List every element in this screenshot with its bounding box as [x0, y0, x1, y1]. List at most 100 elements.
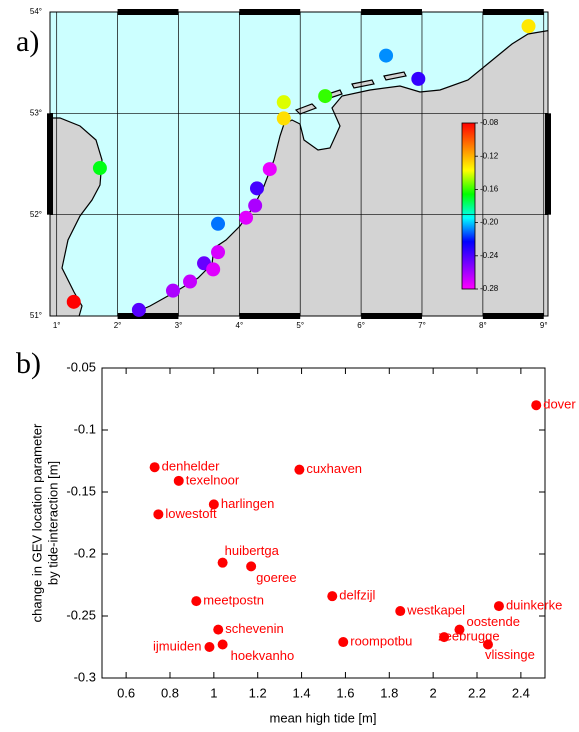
point-label: oostende	[466, 614, 520, 629]
land	[50, 30, 548, 316]
point-label: westkapel	[406, 602, 465, 617]
x-tick-label: 1°	[53, 321, 61, 330]
station-point	[318, 89, 333, 104]
colorbar-tick-label: -0.12	[480, 151, 499, 160]
point	[327, 591, 338, 602]
colorbar-tick-label: -0.20	[480, 218, 499, 227]
frame-stripe	[239, 313, 301, 319]
x-tick-label: 1.8	[380, 685, 398, 700]
point	[493, 601, 504, 612]
frame-stripe	[545, 113, 551, 215]
y-tick-label: -0.15	[66, 483, 96, 498]
point-label: goeree	[256, 570, 296, 585]
x-tick-label: 1.6	[336, 685, 354, 700]
point-label: cuxhaven	[306, 461, 362, 476]
panel-label: a)	[16, 25, 39, 58]
x-tick-label: 2.2	[468, 685, 486, 700]
point-label: harlingen	[221, 496, 275, 511]
frame-stripe	[482, 313, 544, 319]
y-tick-label: -0.25	[66, 607, 96, 622]
point-label: roompotbu	[350, 633, 412, 648]
station-point	[248, 198, 263, 213]
point	[191, 596, 202, 607]
x-tick-label: 2	[430, 685, 437, 700]
point-label: lowestoft	[165, 506, 217, 521]
station-point	[276, 95, 291, 110]
frame-stripe	[482, 9, 544, 15]
station-point	[521, 19, 536, 34]
station-point	[131, 302, 146, 317]
x-tick-label: 7°	[418, 321, 426, 330]
point-label: denhelder	[162, 459, 220, 474]
y-tick-label: -0.1	[74, 421, 96, 436]
y-tick-label: 52°	[30, 210, 42, 219]
frame-stripe	[117, 9, 179, 15]
x-tick-label: 1.4	[293, 685, 311, 700]
point-label: vlissinge	[485, 647, 535, 662]
panel-label: b)	[16, 347, 41, 380]
frame-stripe	[361, 313, 422, 319]
point	[213, 624, 224, 635]
point	[204, 642, 215, 652]
y-axis-label: change in GEV location parameter	[29, 423, 44, 622]
island	[383, 71, 407, 81]
point-label: huibertga	[225, 543, 280, 558]
x-axis-label: mean high tide [m]	[270, 710, 377, 725]
point-label: ijmuiden	[153, 638, 201, 653]
x-tick-label: 3°	[175, 321, 183, 330]
frame-stripe	[361, 9, 422, 15]
station-point	[379, 48, 394, 63]
y-axis-label: by tide-interaction [m]	[45, 461, 60, 585]
station-point	[239, 210, 254, 225]
point	[439, 632, 450, 643]
station-point	[276, 111, 291, 126]
x-tick-label: 4°	[236, 321, 244, 330]
y-tick-label: -0.05	[66, 359, 96, 374]
point	[294, 464, 305, 475]
x-tick-label: 9°	[540, 321, 548, 330]
station-point	[211, 216, 226, 231]
point	[395, 606, 406, 617]
point	[454, 624, 465, 635]
station-point	[411, 71, 426, 86]
x-tick-label: 2.4	[512, 685, 530, 700]
point-label: dover	[543, 397, 576, 412]
frame-stripe	[117, 313, 179, 319]
y-tick-label: -0.2	[74, 545, 96, 560]
x-tick-label: 0.6	[117, 685, 135, 700]
station-point	[165, 283, 180, 298]
point	[246, 561, 257, 572]
station-point	[206, 262, 221, 277]
station-point	[183, 274, 198, 289]
x-tick-label: 1.2	[249, 685, 267, 700]
point	[482, 639, 493, 650]
station-point	[262, 162, 277, 177]
colorbar-tick-label: -0.08	[480, 118, 499, 127]
y-tick-label: -0.3	[74, 669, 96, 684]
point-label: zeebrugge	[438, 629, 499, 644]
frame-stripe	[239, 9, 301, 15]
point-label: delfzijl	[339, 588, 375, 603]
point-label: duinkerke	[506, 598, 562, 613]
station-point	[211, 245, 226, 260]
station-point	[249, 181, 264, 196]
point-label: meetpostn	[203, 593, 264, 608]
colorbar	[461, 122, 476, 290]
point	[338, 637, 349, 648]
station-point	[92, 161, 107, 176]
point	[208, 499, 219, 510]
y-tick-label: 53°	[30, 108, 42, 117]
y-tick-label: 54°	[30, 7, 42, 16]
point	[531, 400, 542, 411]
point	[153, 509, 164, 520]
x-tick-label: 6°	[357, 321, 365, 330]
plot-frame	[101, 367, 546, 679]
colorbar-tick-label: -0.24	[480, 251, 499, 260]
point-label: hoekvanho	[231, 648, 295, 663]
point	[217, 639, 228, 650]
point	[173, 475, 184, 486]
island	[351, 79, 375, 89]
colorbar-tick-label: -0.28	[480, 284, 499, 293]
island	[294, 103, 318, 115]
